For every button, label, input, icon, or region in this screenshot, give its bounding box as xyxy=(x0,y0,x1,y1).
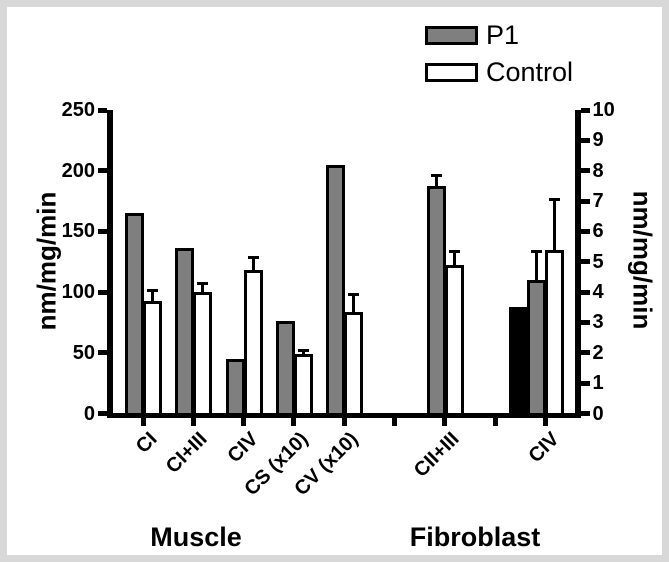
right-axis-tick-label: 8 xyxy=(592,159,604,182)
bar-muscle-ci-control xyxy=(143,300,162,416)
left-axis-tick-label: 200 xyxy=(61,159,95,182)
x-tick-label-civ: CIV xyxy=(524,428,564,468)
x-axis-tick xyxy=(291,418,297,426)
right-axis-tick-label: 6 xyxy=(592,220,604,243)
error-bar-cs-x10--control xyxy=(301,349,305,357)
bar-muscle-cs-x10--p1 xyxy=(275,321,295,416)
left-y-axis xyxy=(107,110,113,418)
error-bar-civ-control xyxy=(553,198,557,252)
x-tick-label-ci: CI xyxy=(131,428,162,458)
legend-item-control: Control xyxy=(425,56,574,87)
right-axis-tick xyxy=(580,411,590,416)
right-axis-tick-label: 1 xyxy=(592,372,604,395)
legend-label-control: Control xyxy=(486,56,574,87)
left-axis-tick-label: 50 xyxy=(72,341,95,364)
right-axis-tick xyxy=(580,228,590,234)
right-axis-tick-label: 10 xyxy=(592,99,615,121)
error-cap-civ-control xyxy=(549,198,561,201)
left-axis-tick-label: 250 xyxy=(61,99,95,121)
bar-fibroblast-civ-control xyxy=(545,249,565,416)
legend: P1 Control xyxy=(425,19,574,87)
bar-fibroblast-civ-black xyxy=(509,307,529,416)
bar-fibroblast-cii-iii-p1 xyxy=(426,185,446,416)
right-axis-tick-label: 5 xyxy=(592,250,604,273)
left-axis-tick-label: 150 xyxy=(61,220,95,243)
right-axis-tick xyxy=(580,137,590,143)
right-axis-tick-label: 0 xyxy=(592,402,604,425)
x-axis-tick xyxy=(542,418,548,426)
bar-muscle-cv-x10--control xyxy=(344,311,364,416)
error-bar-civ-control xyxy=(251,255,255,273)
plot-area: 0 50 100 150 200 250 0 1 2 3 4 5 6 7 8 9 10 CI CI+III CIV CS… xyxy=(7,7,662,555)
error-bar-cv-x10--control xyxy=(352,293,356,314)
left-axis-tick xyxy=(98,289,107,295)
bar-muscle-cv-x10--p1 xyxy=(326,164,346,416)
right-axis-tick xyxy=(580,289,590,295)
bar-fibroblast-cii-iii-control xyxy=(444,264,464,416)
x-axis-tick xyxy=(241,418,247,426)
error-cap-cii-iii-p1 xyxy=(430,173,442,177)
right-axis-tick xyxy=(580,168,590,174)
bar-muscle-ci-p1 xyxy=(125,213,144,416)
error-cap-ci-iii-control xyxy=(197,282,209,286)
x-tick-label-ci-iii: CI+III xyxy=(162,428,212,478)
right-axis-tick xyxy=(580,107,590,113)
x-tick-label-civ: CIV xyxy=(223,428,263,468)
right-axis-tick xyxy=(580,259,590,265)
x-axis-tick xyxy=(442,418,448,426)
x-axis-tick xyxy=(492,418,498,426)
bar-muscle-cs-x10--control xyxy=(293,354,313,416)
x-axis-tick xyxy=(140,418,146,426)
bar-muscle-ci-iii-control xyxy=(193,292,213,416)
left-axis-tick xyxy=(98,168,107,174)
right-y-axis xyxy=(575,110,581,418)
left-axis-tick xyxy=(98,350,107,356)
error-cap-cii-iii-control xyxy=(448,249,460,253)
x-tick-label-cii-iii: CII+III xyxy=(409,428,464,482)
right-axis-tick-label: 3 xyxy=(592,311,604,334)
error-bar-ci-control xyxy=(151,288,154,303)
error-bar-civ-p1 xyxy=(535,249,539,282)
bar-muscle-civ-p1 xyxy=(225,358,245,416)
error-bar-cii-iii-control xyxy=(452,249,456,267)
left-axis-tick-label: 0 xyxy=(83,402,95,425)
right-axis-tick-label: 9 xyxy=(592,129,604,152)
section-label-fibroblast: Fibroblast xyxy=(409,522,541,552)
legend-item-p1: P1 xyxy=(425,19,573,50)
right-axis-tick xyxy=(580,350,590,356)
left-axis-tick-label: 100 xyxy=(61,281,95,304)
right-axis-tick-label: 7 xyxy=(592,190,604,212)
right-axis-tick xyxy=(580,198,590,204)
left-axis-tick xyxy=(98,107,107,113)
x-axis xyxy=(107,412,581,418)
left-axis-tick xyxy=(98,228,107,234)
legend-label-p1: P1 xyxy=(486,19,520,50)
section-label-muscle: Muscle xyxy=(150,522,242,552)
bar-muscle-civ-control xyxy=(243,270,263,416)
right-axis-tick xyxy=(580,319,590,325)
left-axis-tick xyxy=(98,411,107,416)
error-cap-ci-control xyxy=(147,288,158,292)
x-axis-tick xyxy=(190,418,196,426)
bar-fibroblast-civ-p1 xyxy=(527,280,547,416)
error-bar-ci-iii-control xyxy=(201,282,205,295)
x-axis-tick xyxy=(392,418,397,426)
right-axis-tick-label: 2 xyxy=(592,341,604,364)
error-cap-civ-control xyxy=(247,255,259,259)
error-cap-civ-p1 xyxy=(531,249,543,253)
right-axis-tick-label: 4 xyxy=(592,281,604,304)
bar-muscle-ci-iii-p1 xyxy=(175,248,195,416)
error-cap-cv-x10--control xyxy=(348,293,360,297)
legend-swatch-p1 xyxy=(425,25,478,45)
x-axis-tick xyxy=(341,418,347,426)
legend-swatch-control xyxy=(425,62,478,82)
right-axis-tick xyxy=(580,380,590,386)
error-bar-cii-iii-p1 xyxy=(434,173,438,188)
error-cap-cs-x10--control xyxy=(297,349,309,353)
